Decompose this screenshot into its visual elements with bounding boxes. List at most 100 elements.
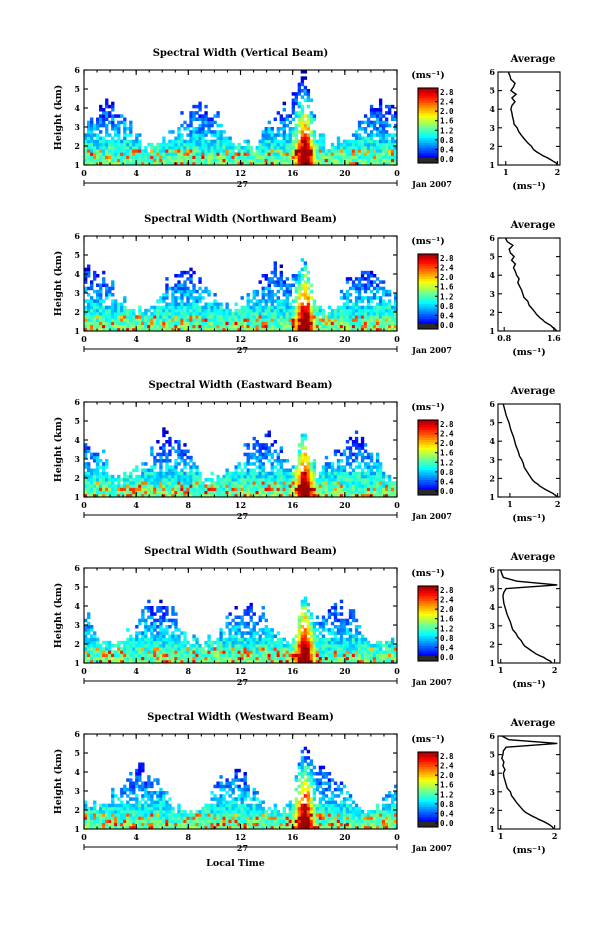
heatmap-cell bbox=[141, 478, 145, 482]
heatmap-cell bbox=[282, 146, 286, 150]
heatmap-cell bbox=[273, 459, 277, 463]
colorbar-segment bbox=[418, 477, 438, 481]
heatmap-cell bbox=[306, 114, 311, 118]
heatmap-cell bbox=[87, 321, 91, 326]
colorbar-segment bbox=[418, 321, 438, 325]
heatmap-cell bbox=[228, 621, 232, 626]
heatmap-cell bbox=[201, 312, 205, 316]
heatmap-cell bbox=[96, 474, 100, 479]
heatmap-cell bbox=[276, 321, 280, 326]
heatmap-cell bbox=[174, 468, 178, 473]
heatmap-cell bbox=[123, 161, 127, 166]
heatmap-cell bbox=[351, 452, 356, 457]
heatmap-cell bbox=[246, 650, 250, 654]
heatmap-cell bbox=[306, 459, 311, 463]
heatmap-cell bbox=[318, 650, 323, 654]
heatmap-cell bbox=[105, 123, 109, 128]
heatmap-cell bbox=[297, 117, 302, 122]
heatmap-cell bbox=[378, 127, 383, 131]
heatmap-cell bbox=[312, 149, 317, 153]
heatmap-cell bbox=[84, 628, 88, 632]
heatmap-cell bbox=[273, 264, 277, 269]
heatmap-cell bbox=[201, 493, 205, 498]
heatmap-cell bbox=[99, 299, 103, 303]
heatmap-cell bbox=[270, 443, 274, 447]
heatmap-cell bbox=[378, 305, 383, 310]
heatmap-cell bbox=[189, 114, 193, 118]
heatmap-cell bbox=[216, 152, 220, 156]
heatmap-cell bbox=[360, 120, 365, 125]
heatmap-cell bbox=[174, 493, 178, 498]
heatmap-cell bbox=[186, 640, 190, 645]
heatmap-cell bbox=[204, 152, 208, 156]
heatmap-cell bbox=[120, 484, 124, 488]
heatmap-cell bbox=[282, 283, 286, 288]
heatmap-cell bbox=[117, 647, 121, 651]
heatmap-cell bbox=[138, 474, 142, 479]
heatmap-cell bbox=[165, 293, 169, 297]
colorbar-segment bbox=[418, 100, 438, 104]
heatmap-cell bbox=[270, 478, 274, 482]
colorbar-segment bbox=[418, 145, 438, 149]
heatmap-cell bbox=[264, 321, 268, 326]
heatmap-cell bbox=[258, 152, 262, 156]
heatmap-cell bbox=[369, 474, 374, 479]
heatmap-cell bbox=[264, 315, 268, 319]
heatmap-cell bbox=[273, 267, 277, 272]
heatmap-cell bbox=[135, 139, 139, 144]
colorbar-segment bbox=[418, 294, 438, 297]
heatmap-cell bbox=[306, 628, 311, 632]
heatmap-cell bbox=[285, 315, 289, 319]
heatmap-cell bbox=[348, 324, 353, 329]
heatmap-cell bbox=[210, 142, 214, 147]
heatmap-cell bbox=[390, 149, 395, 153]
heatmap-cell bbox=[237, 146, 241, 150]
heatmap-cell bbox=[114, 478, 118, 482]
heatmap-cell bbox=[384, 104, 389, 109]
heatmap-cell bbox=[189, 459, 193, 463]
heatmap-cell bbox=[99, 293, 103, 297]
colorbar-tick-label: 0.0 bbox=[440, 487, 454, 496]
heatmap-cell bbox=[393, 149, 398, 153]
heatmap-cell bbox=[168, 139, 172, 144]
colorbar-segment bbox=[418, 284, 438, 287]
heatmap-cell bbox=[243, 493, 247, 498]
heatmap-cell bbox=[321, 656, 326, 661]
heatmap-cell bbox=[318, 308, 323, 313]
heatmap-cell bbox=[216, 139, 220, 144]
heatmap-cell bbox=[279, 277, 283, 281]
heatmap-cell bbox=[240, 471, 244, 476]
heatmap-cell bbox=[159, 155, 163, 160]
heatmap-cell bbox=[264, 305, 268, 310]
heatmap-cell bbox=[330, 465, 335, 469]
heatmap-cell bbox=[345, 474, 350, 479]
heatmap-cell bbox=[333, 318, 338, 322]
heatmap-cell bbox=[273, 474, 277, 479]
heatmap-cell bbox=[192, 471, 196, 476]
heatmap-cell bbox=[279, 117, 283, 122]
heatmap-cell bbox=[258, 146, 262, 150]
heatmap-cell bbox=[144, 324, 148, 329]
avg-y-tick-label: 2 bbox=[489, 307, 495, 317]
heatmap-cell bbox=[267, 308, 271, 313]
heatmap-cell bbox=[207, 142, 211, 147]
heatmap-cell bbox=[288, 130, 293, 134]
heatmap-cell bbox=[264, 471, 268, 476]
heatmap-cell bbox=[252, 296, 256, 300]
avg-y-tick-label: 1 bbox=[489, 492, 495, 502]
heatmap-cell bbox=[312, 312, 317, 316]
heatmap-cell bbox=[291, 283, 296, 288]
heatmap-cell bbox=[153, 321, 157, 326]
heatmap-cell bbox=[129, 640, 133, 645]
heatmap-cell bbox=[234, 158, 238, 163]
colorbar-tick-label: 0.4 bbox=[440, 145, 454, 154]
heatmap-cell bbox=[366, 152, 371, 156]
heatmap-cell bbox=[162, 449, 166, 454]
heatmap-cell bbox=[156, 493, 160, 498]
y-tick-label: 4 bbox=[74, 103, 80, 113]
heatmap-cell bbox=[219, 321, 223, 326]
heatmap-cell bbox=[363, 161, 368, 166]
heatmap-cell bbox=[384, 481, 389, 485]
heatmap-cell bbox=[270, 293, 274, 297]
heatmap-cell bbox=[318, 484, 323, 488]
